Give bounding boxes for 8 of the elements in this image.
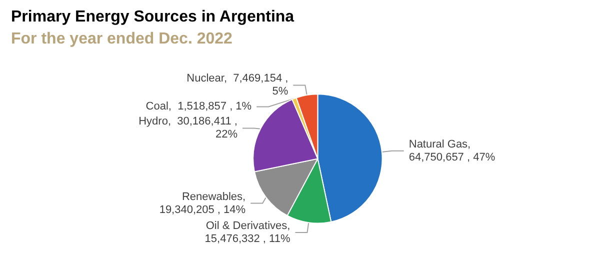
slice-label: Renewables, 19,340,205 , 14% [159, 190, 246, 216]
slice-label: Nuclear, 7,469,154 , 5% [186, 72, 288, 98]
chart-subtitle: For the year ended Dec. 2022 [11, 30, 233, 48]
slice-label: Natural Gas, 64,750,657 , 47% [408, 138, 496, 164]
slice-label: Oil & Derivatives, 15,476,332 , 11% [204, 220, 290, 246]
slice-label: Coal, 1,518,857 , 1% [146, 100, 252, 113]
slice-label: Hydro, 30,186,411 , 22% [138, 116, 238, 141]
chart-title: Primary Energy Sources in Argentina [11, 8, 294, 26]
